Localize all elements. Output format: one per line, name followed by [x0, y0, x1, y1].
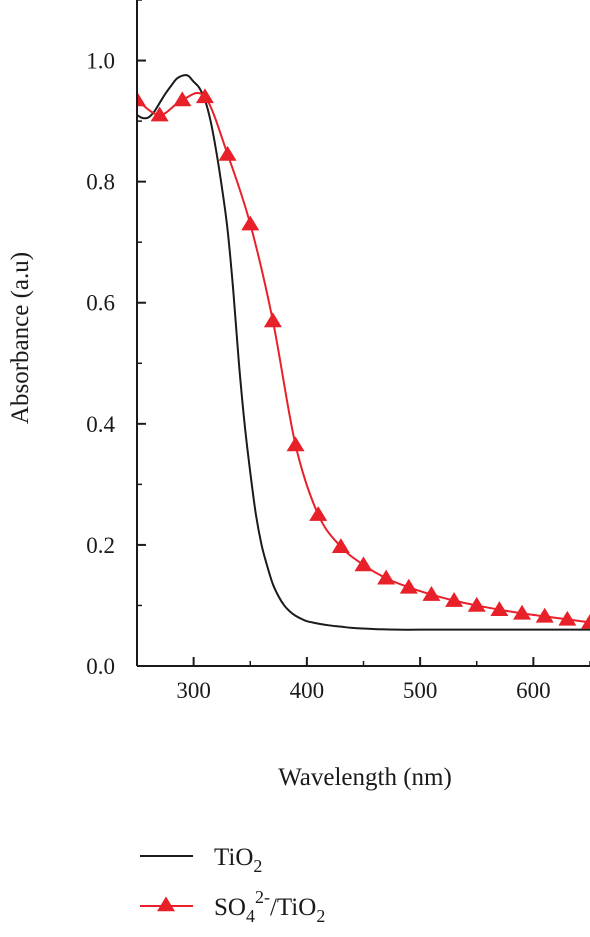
series-so4-tio2 [137, 88, 590, 629]
series-line [137, 92, 590, 624]
data-point-marker [241, 215, 260, 231]
data-point-marker [422, 586, 441, 601]
legend-item-tio2: TiO2 [140, 844, 262, 876]
data-point-marker [286, 436, 305, 452]
x-tick-label: 500 [403, 678, 438, 703]
data-point-marker [354, 556, 373, 572]
x-tick-label: 400 [290, 678, 325, 703]
legend: TiO2 SO42-/TiO2 [140, 844, 325, 926]
data-point-marker [218, 145, 237, 161]
data-point-marker [581, 613, 590, 629]
data-point-marker [377, 569, 396, 585]
data-point-marker [535, 607, 554, 623]
y-axis-title: Absorbance (a.u) [7, 252, 34, 424]
data-point-marker [331, 538, 350, 554]
data-point-marker [399, 578, 418, 594]
data-point-marker [263, 312, 282, 328]
legend-item-so4-tio2: SO42-/TiO2 [140, 887, 325, 926]
data-point-marker [467, 596, 486, 612]
y-tick-label: 0.8 [86, 170, 115, 195]
ticks-layer: 300 400 500 600 0.0 0.2 0.4 0.6 0.8 1.0 [86, 0, 590, 703]
legend-label-so4-tio2: SO42-/TiO2 [214, 887, 325, 926]
data-point-marker [137, 91, 146, 107]
data-point-marker [558, 610, 577, 626]
data-point-marker [445, 592, 464, 607]
y-tick-label: 1.0 [86, 49, 115, 74]
y-tick-label: 0.6 [86, 291, 115, 316]
x-tick-label: 300 [176, 678, 211, 703]
data-point-marker [513, 604, 532, 620]
data-point-marker [150, 106, 169, 122]
x-tick-label: 600 [516, 678, 551, 703]
legend-label-tio2: TiO2 [214, 844, 262, 876]
series-layer [137, 74, 590, 631]
legend-swatch-marker [157, 896, 175, 912]
series-line [137, 74, 590, 631]
data-point-marker [195, 88, 214, 104]
y-tick-label: 0.4 [86, 412, 115, 437]
data-point-marker [309, 506, 328, 521]
x-axis-title: Wavelength (nm) [278, 764, 452, 791]
data-point-marker [173, 91, 192, 107]
data-point-marker [490, 601, 509, 616]
y-tick-label: 0.2 [86, 533, 115, 558]
series-tio2 [137, 74, 590, 631]
y-tick-label: 0.0 [86, 654, 115, 679]
